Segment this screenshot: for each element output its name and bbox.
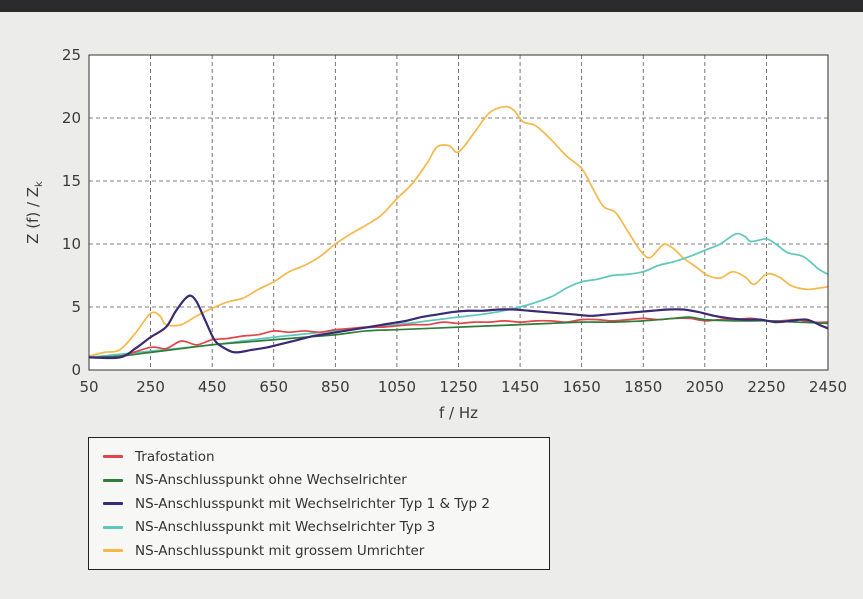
x-axis-label: f / Hz [439,404,478,422]
x-tick-label: 1650 [563,378,601,396]
series-line-2 [88,294,829,360]
top-bar [0,0,863,12]
y-tick-label: 5 [71,298,81,316]
series-line-3 [88,232,829,359]
plot-frame [88,54,829,371]
y-tick-label: 25 [62,46,81,64]
legend-item-grosser-umrichter: NS-Anschlusspunkt mit grossem Umrichter [103,539,549,563]
legend-swatch [103,502,123,506]
y-tick-label: 0 [71,361,81,379]
x-tick-label: 1250 [439,378,477,396]
y-axis-label-subscript: k [34,181,45,187]
x-tick-label: 450 [198,378,227,396]
legend-label: NS-Anschlusspunkt mit grossem Umrichter [135,542,425,559]
legend-label: Trafostation [135,448,215,465]
legend-item-typ1-typ2: NS-Anschlusspunkt mit Wechselrichter Typ… [103,492,549,516]
series-line-1 [88,316,829,359]
x-tick-label: 2250 [747,378,785,396]
legend-swatch [103,455,123,459]
legend-label: NS-Anschlusspunkt mit Wechselrichter Typ… [135,495,490,512]
series-layer [88,105,829,360]
y-tick-labels: 0 5 10 15 20 25 [62,46,81,379]
y-tick-label: 15 [62,172,81,190]
y-tick-label: 20 [62,109,81,127]
x-tick-label: 1850 [624,378,662,396]
x-tick-labels: 50 250 450 650 850 1050 1250 1450 1650 1850 2050 22… [79,378,847,396]
x-tick-label: 650 [259,378,288,396]
y-axis-label-main: Z (f) / Z [24,187,42,244]
x-tick-label: 250 [136,378,165,396]
y-axis-label: Z (f) / Zk [24,181,45,244]
legend-swatch [103,478,123,482]
x-tick-label: 50 [79,378,98,396]
x-tick-label: 1050 [378,378,416,396]
y-tick-label: 10 [62,235,81,253]
x-tick-label: 1450 [501,378,539,396]
legend: Trafostation NS-Anschlusspunkt ohne Wech… [88,437,550,570]
x-tick-label: 2050 [686,378,724,396]
x-tick-label: 850 [321,378,350,396]
legend-item-ohne-wechselrichter: NS-Anschlusspunkt ohne Wechselrichter [103,469,549,493]
legend-swatch [103,525,123,529]
legend-swatch [103,549,123,553]
x-tick-label: 2450 [809,378,847,396]
legend-label: NS-Anschlusspunkt mit Wechselrichter Typ… [135,519,436,536]
series-line-4 [88,105,829,357]
legend-label: NS-Anschlusspunkt ohne Wechselrichter [135,472,407,489]
legend-item-trafostation: Trafostation [103,445,549,469]
legend-item-typ3: NS-Anschlusspunkt mit Wechselrichter Typ… [103,516,549,540]
